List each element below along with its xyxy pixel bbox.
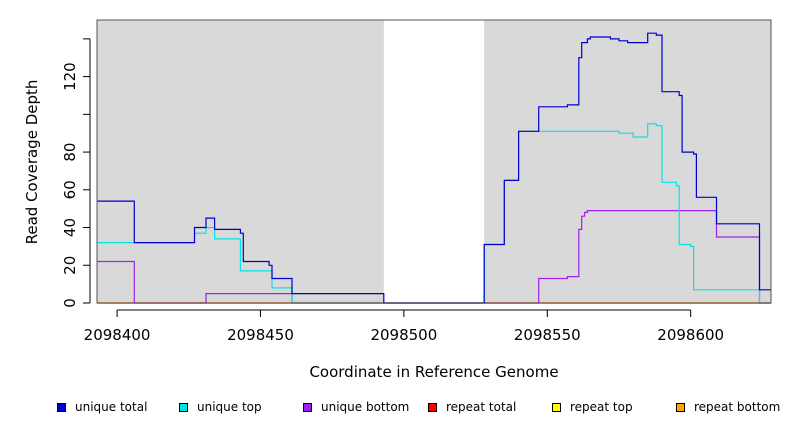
legend-swatch xyxy=(552,402,561,412)
legend-label: unique top xyxy=(197,400,262,414)
y-axis-label: Read Coverage Depth xyxy=(23,80,41,245)
y-tick-label: 80 xyxy=(61,143,79,162)
legend-label: unique bottom xyxy=(321,400,410,414)
x-axis-label: Coordinate in Reference Genome xyxy=(309,363,558,381)
legend-swatch xyxy=(179,402,188,412)
x-tick-label: 2098400 xyxy=(84,326,151,344)
y-tick-label: 120 xyxy=(61,62,79,91)
legend-item: unique total xyxy=(57,400,147,414)
series-line-unique-top xyxy=(97,123,771,304)
x-tick-label: 2098550 xyxy=(514,326,581,344)
legend-item: unique bottom xyxy=(303,400,409,414)
legend-item: unique top xyxy=(179,400,262,414)
y-tick-label: 20 xyxy=(61,256,79,275)
legend: unique total unique top unique bottom repea… xyxy=(0,400,792,420)
legend-item: repeat bottom xyxy=(676,400,780,414)
shaded-region xyxy=(484,20,771,303)
legend-label: repeat total xyxy=(446,400,517,414)
legend-swatch xyxy=(303,402,312,412)
y-tick-label: 60 xyxy=(61,180,79,199)
y-tick-label: 40 xyxy=(61,218,79,237)
legend-item: repeat top xyxy=(552,400,633,414)
x-axis: 2098400 2098450 2098500 2098550 2098600 xyxy=(84,309,724,344)
series-line-unique-total xyxy=(97,32,771,304)
x-tick-label: 2098600 xyxy=(657,326,724,344)
legend-label: repeat top xyxy=(570,400,633,414)
y-tick-label: 0 xyxy=(61,298,79,308)
legend-swatch xyxy=(428,402,437,412)
legend-label: unique total xyxy=(75,400,148,414)
x-tick-label: 2098500 xyxy=(370,326,437,344)
legend-swatch xyxy=(676,402,685,412)
legend-item: repeat total xyxy=(428,400,516,414)
plot-background xyxy=(97,20,771,303)
plot-frame xyxy=(96,19,772,304)
legend-label: repeat bottom xyxy=(694,400,781,414)
y-axis: 0 20 40 60 80 120 xyxy=(61,38,91,308)
legend-swatch xyxy=(57,402,66,412)
x-tick-label: 2098450 xyxy=(227,326,294,344)
